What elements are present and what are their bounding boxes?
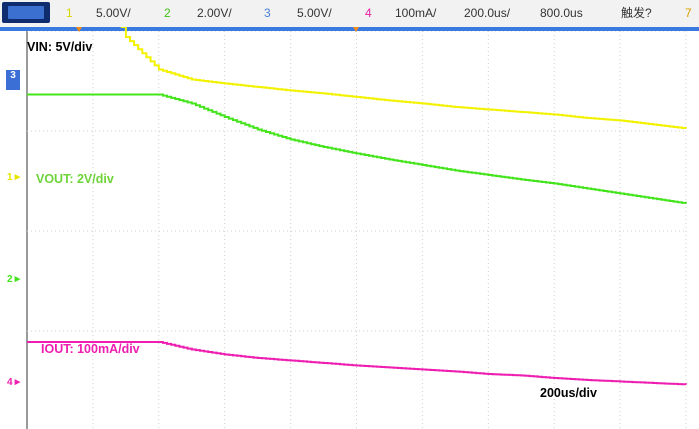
vin-scale-label: VIN: 5V/div	[27, 40, 93, 54]
time-delay[interactable]: 800.0us	[540, 6, 583, 20]
vout-trace	[27, 93, 687, 204]
ground-arrow-icon: ►	[12, 377, 23, 388]
ch1-marker-label: 1	[7, 172, 13, 183]
trigger-position-marker	[76, 27, 82, 32]
waveform-display	[0, 27, 699, 429]
graticule-grid	[26, 30, 687, 429]
iout-scale-label: IOUT: 100mA/div	[41, 342, 140, 356]
ch1-ground-marker[interactable]: 1►	[7, 172, 22, 183]
ch1-number[interactable]: 1	[66, 6, 73, 20]
ch1-scale[interactable]: 5.00V/	[96, 6, 131, 20]
vout-scale-label: VOUT: 2V/div	[36, 172, 114, 186]
ch3-ground-marker[interactable]: 3	[6, 70, 20, 90]
ch4-marker-label: 4	[7, 377, 13, 388]
ch3-number[interactable]: 3	[264, 6, 271, 20]
ch2-number[interactable]: 2	[164, 6, 171, 20]
ch2-scale[interactable]: 2.00V/	[197, 6, 232, 20]
ground-arrow-icon: ►	[12, 172, 23, 183]
timeline-divider	[0, 27, 699, 31]
trigger-status[interactable]: 触发?	[621, 6, 652, 20]
iout-trace	[27, 341, 687, 386]
ground-arrow-icon: ►	[12, 274, 23, 285]
ch2-marker-label: 2	[7, 274, 13, 285]
ch2-ground-marker[interactable]: 2►	[7, 274, 22, 285]
scope-toolbar: 1 5.00V/ 2 2.00V/ 3 5.00V/ 4 100mA/ 200.…	[0, 0, 699, 28]
ch3-marker-label: 3	[10, 70, 16, 81]
vin-trace	[120, 27, 687, 129]
ch4-number[interactable]: 4	[365, 6, 372, 20]
trigger-level-mark: 7	[685, 6, 692, 20]
ch3-scale[interactable]: 5.00V/	[297, 6, 332, 20]
run-stop-button[interactable]	[2, 2, 50, 23]
timescale-label: 200us/div	[540, 386, 597, 400]
run-stop-indicator	[8, 6, 44, 19]
timebase-scale[interactable]: 200.0us/	[464, 6, 511, 20]
ch4-ground-marker[interactable]: 4►	[7, 377, 22, 388]
center-marker	[353, 27, 359, 32]
ch4-scale[interactable]: 100mA/	[395, 6, 437, 20]
